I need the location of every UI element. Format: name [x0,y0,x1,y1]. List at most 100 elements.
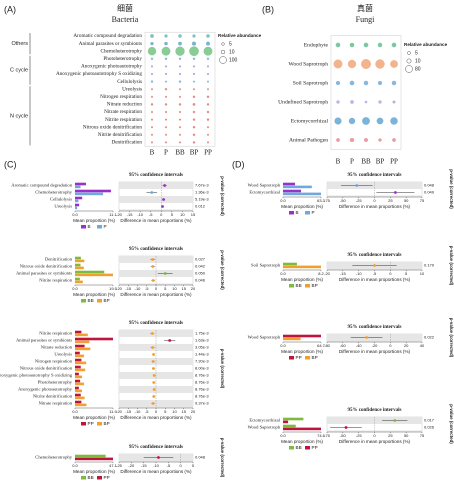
x-tick-label: 10 [420,271,425,276]
x-tick-label: 0 [180,463,183,468]
row-label: Nitrous oxide denitrification [83,123,142,130]
row-label: Wood Saprotroph [248,335,281,340]
mean-bar [75,280,83,284]
row-band [119,196,193,203]
mean-bar [75,330,82,334]
row-label: Denitrification [45,257,73,262]
mean-bar [75,182,86,186]
chart-title: 95% confidence intervals [348,253,402,258]
chart-title: 95% confidence intervals [129,173,183,178]
mean-bar [283,424,296,428]
bubble [193,80,195,83]
bubble [192,118,196,121]
row-label: Denitrification [111,139,142,146]
mean-bar [283,262,297,266]
row-label: Photoheterotrophy [38,380,73,385]
x-tick-label: -15 [141,463,148,468]
x-tick-label: -15 [127,212,134,217]
x-tick-label: 19.5 [109,286,118,291]
x-tick-label: 64.7 [317,343,326,348]
x-tick-label: -25 [116,463,123,468]
x-tick-label: BB [361,158,371,166]
bubble [347,59,357,69]
bubble [151,133,153,136]
p-value: 0.026 [424,425,435,430]
x-tick-label: -75 [324,433,331,438]
bubble [179,65,181,68]
bubble [364,100,368,104]
row-label: Chemoheterotrophy [101,48,143,54]
row-label: Animal Pathogen [289,137,328,143]
bubble [207,80,209,83]
x-axis-label: Difference in mean proportions (%) [120,292,192,297]
x-tick-label: -40 [356,343,363,348]
x-tick-label: 0 [389,343,392,348]
bubble [179,111,181,113]
x-tick-label: 25 [388,198,393,203]
legend-swatch [289,211,294,215]
mean-bar [75,203,80,207]
chart-title: 95% confidence intervals [348,173,402,178]
mean-bar [283,427,321,431]
x-tick-label: 5 [405,271,408,276]
row-label: Nitrite denitrification [98,131,143,138]
x-tick-label: -75 [324,198,331,203]
group-label: N cycle [10,113,28,119]
bubble [151,111,153,113]
bubble [165,133,167,136]
legend-swatch [81,476,86,480]
bubble [391,80,397,86]
p-value: 8.76e-3 [195,394,209,399]
row-label: Ectomycorrhizal [291,118,329,124]
bubble [350,100,354,104]
legend-swatch [289,446,294,450]
legend-swatch [289,356,294,360]
row-label: Ectomycorrhizal [249,190,280,195]
x-tick-label: 5 [171,212,174,217]
chart-subtitle: Bacteria [112,15,139,24]
x-tick-label: 0.0 [280,198,286,203]
legend-label: 10 [415,58,421,64]
x-tick-label: 40 [420,343,425,348]
bubble [179,88,181,91]
row-label: Wood Saprotroph [248,183,281,188]
bubble [164,57,168,60]
bubble [165,73,167,75]
p-value: 0.179 [424,263,435,268]
legend-label: PP [104,475,110,480]
mean-bar [75,266,84,270]
x-tick-label: -10 [137,212,144,217]
diff-point [150,332,154,335]
plot-frame [144,31,216,147]
bubble [206,103,210,106]
legend-swatch [97,299,102,303]
mean-bar [75,351,80,355]
x-tick-label: -25 [356,433,363,438]
bubble [207,126,209,129]
bubble [165,65,167,68]
bubble [192,34,196,38]
bubble [191,41,197,46]
bubble [206,118,210,121]
group-label: Others [11,41,28,47]
bubble [193,73,195,75]
diff-point [151,402,155,405]
mean-bar [283,417,304,421]
x-tick-label: -60 [340,343,347,348]
legend-bubble [220,49,226,55]
x-tick-label: -10 [356,271,363,276]
row-label: Cellulolysis [50,197,72,202]
bubble [392,100,396,104]
mean-bar [283,334,321,338]
x-tick-label: 10 [172,286,177,291]
mean-bar [283,185,312,189]
legend-swatch [97,422,102,426]
legend-label: 80 [415,66,421,72]
bubble [390,60,398,68]
mean-bar [75,365,81,369]
p-value: 0.027 [195,257,206,262]
x-tick-label: -20 [116,286,123,291]
diff-point [373,264,376,267]
legend-label: PP [296,355,302,360]
diff-point [344,426,348,429]
